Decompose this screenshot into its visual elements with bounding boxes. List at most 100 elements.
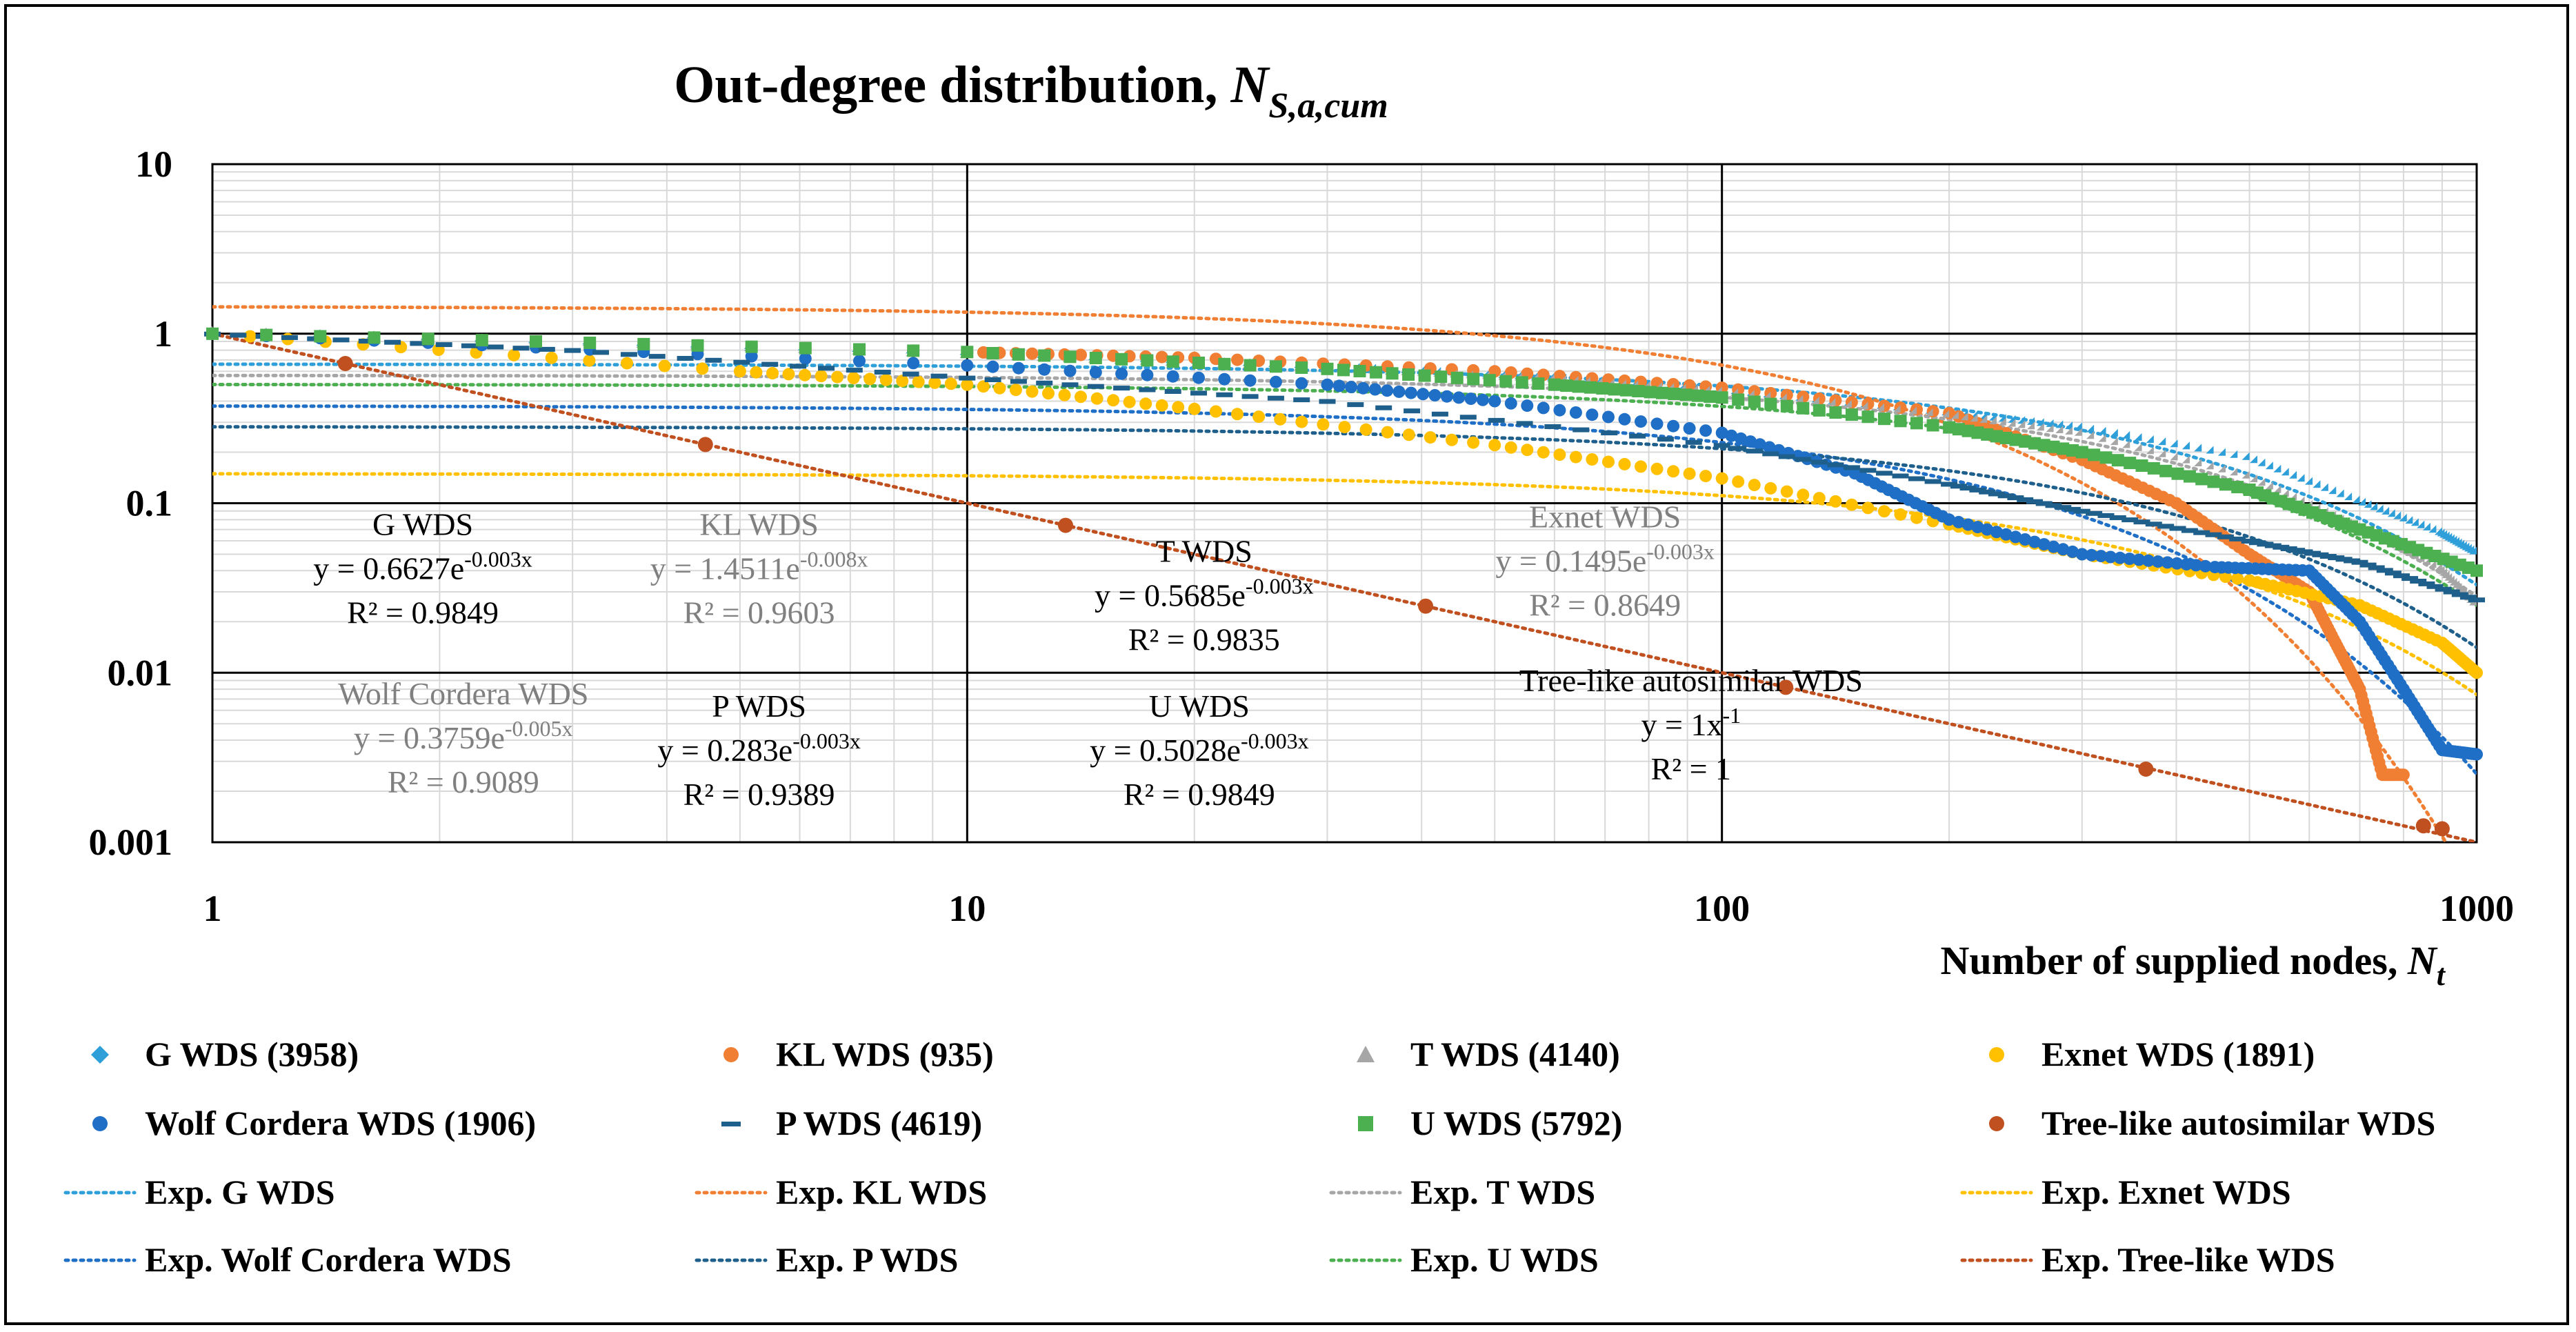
p-point — [648, 354, 666, 359]
g-point — [2410, 518, 2419, 526]
exnet-point — [1488, 439, 1501, 452]
tree-point — [1778, 679, 1794, 695]
t-point — [2442, 570, 2450, 579]
wolf-point — [1089, 366, 1102, 379]
legend-item-exp-tree: Exp. Tree-like WDS — [1960, 1240, 2335, 1279]
y-tick-label: 0.01 — [108, 652, 173, 693]
t-point — [2250, 474, 2258, 482]
g-point — [2158, 437, 2166, 446]
exnet-point — [583, 354, 596, 367]
wolf-point — [986, 360, 999, 373]
u-point — [2037, 439, 2050, 452]
wolf-point — [1952, 515, 1965, 528]
exnet-point — [1894, 508, 1907, 521]
wolf-point — [2066, 545, 2079, 558]
g-point — [2352, 495, 2360, 504]
u-point — [2066, 444, 2079, 457]
u-point — [2088, 448, 2101, 461]
g-point — [2046, 419, 2054, 427]
p-point — [930, 373, 948, 379]
p-point — [1924, 479, 1941, 484]
u-point — [1089, 352, 1102, 364]
p-point — [487, 344, 504, 350]
p-point — [1601, 430, 1618, 436]
wolf-point — [2199, 559, 2212, 573]
u-point — [2219, 478, 2232, 491]
g-point — [2336, 489, 2344, 497]
exnet-point — [545, 351, 558, 364]
exnet-annotation: Exnet WDS y = 0.1495e-0.003x R² = 0.8649 — [1495, 499, 1715, 623]
wolf-point — [2161, 556, 2174, 569]
p-point — [2097, 513, 2115, 518]
u-point — [1467, 372, 1480, 386]
wolf-legend-label: Wolf Cordera WDS (1906) — [145, 1104, 536, 1142]
p-point — [761, 361, 779, 367]
p-point — [733, 359, 750, 365]
exnet-point — [1521, 444, 1534, 457]
exnet-point — [696, 362, 709, 375]
kl-legend-label: KL WDS (935) — [776, 1035, 994, 1073]
plot-area-border — [211, 163, 2478, 844]
u-point — [1141, 354, 1154, 367]
u-point — [314, 330, 327, 343]
p-point — [410, 341, 427, 346]
p-point — [705, 357, 722, 363]
p-point — [2410, 579, 2427, 584]
exnet-point — [847, 372, 860, 384]
g-point — [2417, 520, 2425, 528]
exnet-annotation-equation: y = 0.1495e-0.003x — [1495, 539, 1715, 579]
u-point — [2207, 475, 2220, 488]
u-point — [1064, 350, 1077, 364]
g-point — [2289, 470, 2297, 479]
u-point — [1952, 423, 1965, 436]
wolf-point — [1452, 391, 1466, 404]
u-point — [1560, 379, 1573, 392]
t-point — [2265, 481, 2273, 490]
exnet-point — [1764, 481, 1777, 495]
exnet-point — [896, 375, 909, 388]
exnet-point — [1424, 431, 1437, 444]
exnet-point — [1878, 505, 1890, 518]
wolf-point — [2009, 530, 2022, 544]
u-point — [1192, 357, 1205, 369]
y-tick-label: 10 — [135, 143, 172, 185]
t-point — [1950, 411, 1959, 419]
g-point — [2358, 497, 2366, 506]
exnet-point — [1139, 397, 1152, 410]
wolf-point — [1553, 404, 1566, 417]
g-point — [2281, 468, 2289, 476]
t-point — [1779, 393, 1787, 401]
p-point — [818, 366, 835, 371]
p-point — [874, 370, 891, 375]
p-point — [1139, 387, 1156, 392]
t-point — [2122, 440, 2130, 448]
wolf-point — [1476, 393, 1489, 406]
x-tick-label: 100 — [1694, 888, 1750, 929]
p-point — [1488, 417, 1505, 423]
p-point — [1795, 457, 1812, 462]
exnet-point — [1107, 394, 1120, 407]
t-annotation-equation: y = 0.5685e-0.003x — [1095, 574, 1314, 613]
g-point — [2328, 486, 2337, 495]
p-legend-swatch — [721, 1122, 741, 1126]
p-point — [1969, 487, 1986, 493]
wolf-point — [2170, 557, 2184, 570]
g-point — [2370, 502, 2378, 510]
wolf-point — [1602, 410, 1615, 424]
p-point — [1685, 439, 1702, 445]
tree-legend-label: Tree-like autosimilar WDS — [2041, 1104, 2435, 1142]
u-point — [2009, 433, 2022, 446]
u-point — [1894, 415, 1907, 428]
g-point — [2055, 420, 2064, 428]
u-point — [1370, 366, 1383, 379]
g-point — [2422, 522, 2430, 530]
p-point — [846, 368, 863, 373]
u-point — [853, 343, 866, 356]
tree-point — [1058, 517, 1073, 533]
exnet-point — [1274, 412, 1287, 426]
g-point — [2194, 444, 2202, 452]
u-point — [1402, 368, 1415, 381]
u-point — [961, 346, 974, 359]
wolf-point — [1141, 368, 1154, 381]
g-point — [2027, 417, 2035, 425]
